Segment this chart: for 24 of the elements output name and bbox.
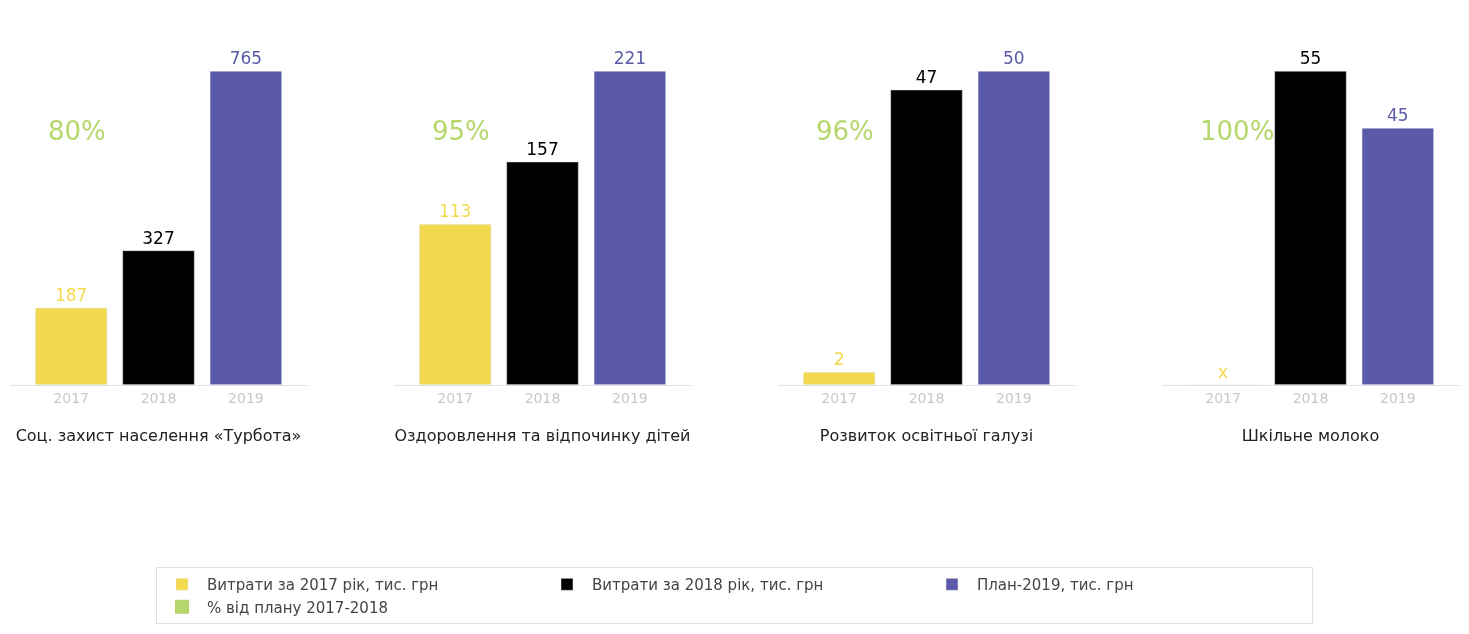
- data-label: 187: [54, 285, 88, 306]
- legend-label: Витрати за 2018 рік, тис. грн: [592, 576, 824, 595]
- x-axis-title: Соц. захист населення «Турбота»: [15, 426, 302, 446]
- legend-label: Витрати за 2017 рік, тис. грн: [207, 576, 439, 595]
- data-label: 47: [915, 66, 938, 87]
- annotation: 80%: [48, 116, 106, 146]
- data-label: 157: [526, 138, 559, 159]
- data-label: 45: [1387, 105, 1409, 126]
- data-label: 50: [1003, 48, 1025, 69]
- annotation: 100%: [1200, 116, 1275, 146]
- x-axis-title: Розвиток освітньої галузі: [819, 426, 1034, 446]
- legend-label: % від плану 2017-2018: [207, 598, 388, 617]
- data-label: 327: [142, 227, 175, 248]
- data-label: 113: [438, 201, 472, 222]
- annotation: 95%: [432, 116, 490, 146]
- text: x: [1218, 361, 1229, 382]
- annotation: 96%: [816, 116, 874, 146]
- x-axis-title: Шкільне молоко: [1241, 426, 1380, 446]
- data-label: 55: [1299, 48, 1322, 69]
- legend-label: План-2019, тис. грн: [977, 576, 1134, 595]
- x-axis-title: Оздоровлення та відпочинку дітей: [394, 426, 691, 446]
- data-label: 2: [833, 349, 845, 370]
- data-label: 221: [613, 48, 647, 69]
- data-label: 765: [229, 48, 263, 69]
